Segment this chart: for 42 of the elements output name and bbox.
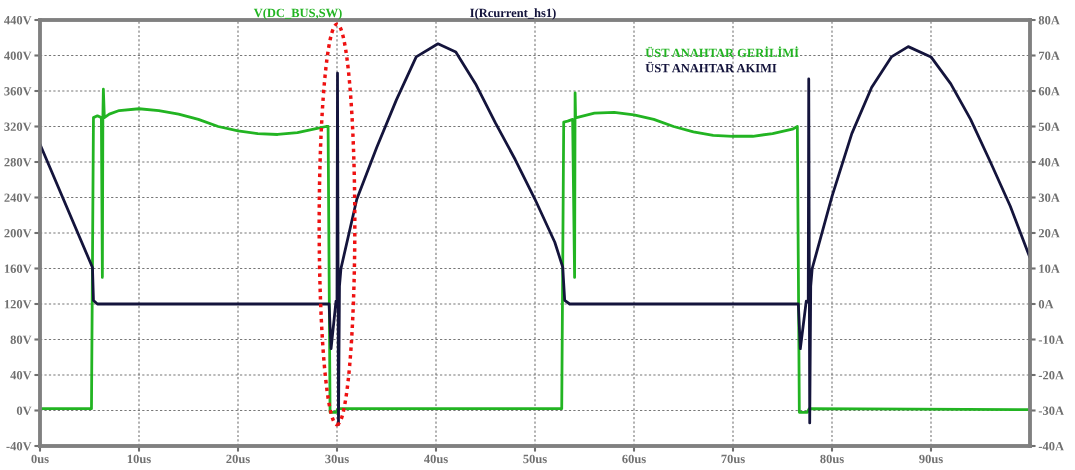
x-tick-label: 60us bbox=[622, 454, 646, 464]
text: ÜST ANAHTAR AKIMI bbox=[645, 61, 777, 73]
y-tick-label: 320V bbox=[4, 122, 32, 132]
y2-tick-label: 20A bbox=[1038, 229, 1060, 238]
y-tick-label: 80V bbox=[10, 335, 32, 345]
x-tick-label: 30us bbox=[325, 454, 349, 464]
text: I(Rcurrent_hs1) bbox=[470, 8, 556, 20]
line-series bbox=[40, 87, 1030, 414]
y-tick-label: 400V bbox=[4, 51, 32, 61]
x-tick-label: 90us bbox=[919, 454, 943, 464]
x-tick-label: 10us bbox=[127, 454, 151, 464]
y2-tick-label: -40A bbox=[1038, 442, 1064, 451]
y-tick-label: 160V bbox=[4, 264, 32, 274]
text: ÜST ANAHTAR GERİLİMİ bbox=[645, 46, 799, 58]
y2-tick-label: 10A bbox=[1039, 264, 1060, 273]
y-tick-label: 440V bbox=[4, 16, 32, 25]
x-tick-label: 50us bbox=[523, 454, 547, 464]
x-tick-label: 20us bbox=[226, 454, 250, 464]
x-tick-label: 70us bbox=[721, 454, 745, 464]
y-tick-label: 360V bbox=[4, 87, 32, 96]
y2-tick-label: 50A bbox=[1038, 122, 1060, 131]
y-tick-label: 40V bbox=[10, 371, 32, 380]
y-tick-label: -40V bbox=[6, 442, 32, 451]
y-tick-label: 120V bbox=[4, 300, 32, 309]
text: V(DC_BUS,SW) bbox=[253, 8, 342, 20]
y2-tick-label: -10A bbox=[1038, 335, 1064, 344]
y2-tick-label: 30A bbox=[1038, 193, 1060, 202]
line-series bbox=[40, 42, 1030, 427]
y2-tick-label: 0A bbox=[1038, 300, 1054, 309]
y2-tick-label: 70A bbox=[1039, 51, 1060, 60]
y-tick-label: 200V bbox=[4, 229, 32, 238]
y-tick-label: 240V bbox=[4, 193, 32, 203]
y2-tick-label: -20A bbox=[1038, 371, 1064, 380]
y2-tick-label: 40A bbox=[1038, 158, 1060, 167]
y2-tick-label: 60A bbox=[1038, 87, 1060, 96]
x-tick-label: 40us bbox=[424, 454, 448, 464]
y2-tick-label: -30A bbox=[1038, 406, 1064, 415]
y-tick-label: 0V bbox=[16, 406, 32, 416]
x-tick-label: 80us bbox=[820, 454, 844, 464]
y2-tick-label: 80A bbox=[1038, 16, 1060, 25]
x-tick-label: 0us bbox=[31, 454, 49, 464]
y-tick-label: 280V bbox=[4, 158, 32, 167]
